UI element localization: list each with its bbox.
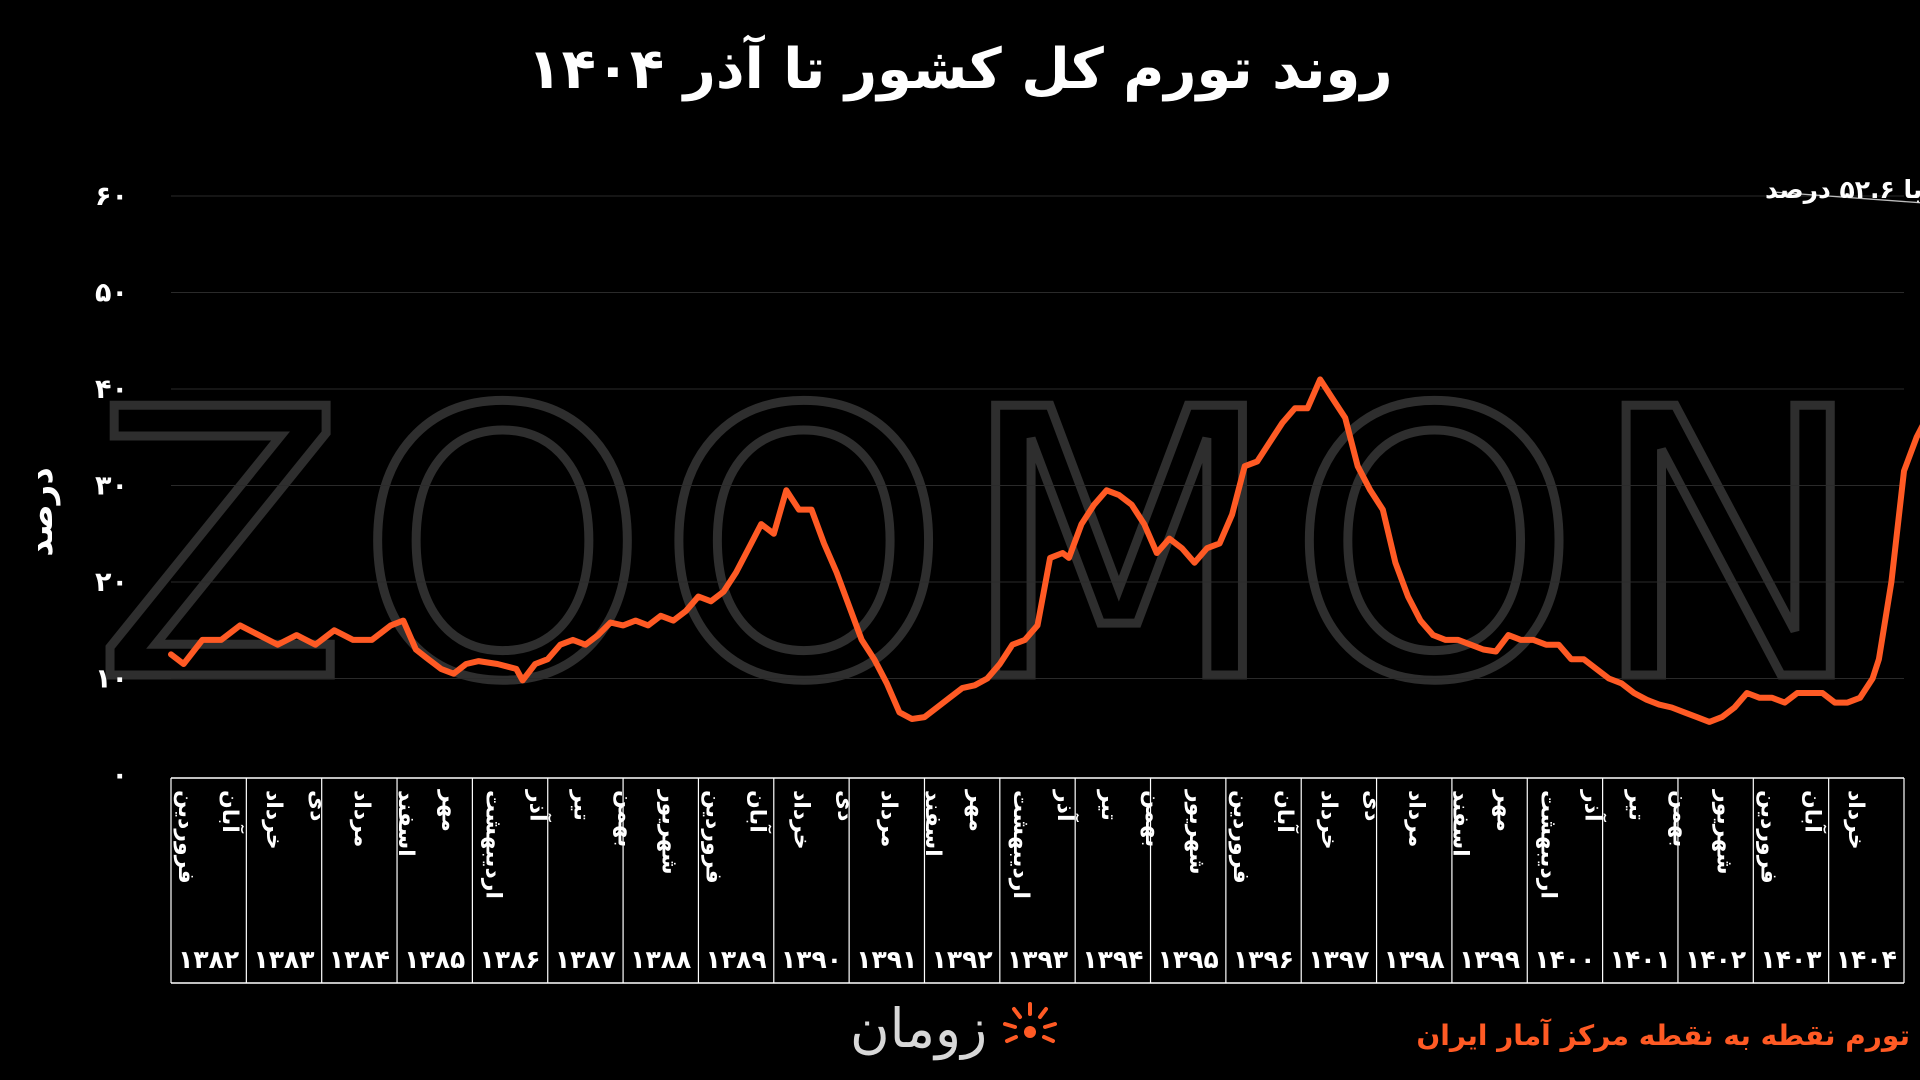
month-label: دی — [305, 790, 330, 821]
inflation-line — [168, 376, 1920, 725]
month-label: تیر — [1623, 789, 1648, 821]
year-label: ۱۴۰۲ — [1685, 945, 1746, 974]
month-label: بهمن — [1667, 790, 1692, 847]
y-tick-label: ۲۰ — [95, 567, 128, 598]
year-label: ۱۳۹۰ — [781, 945, 842, 974]
month-label: شهریور — [1711, 789, 1736, 875]
month-label: دی — [1360, 790, 1385, 821]
month-label: اردیبهشت — [481, 790, 506, 899]
year-label: ۱۳۹۳ — [1007, 945, 1068, 974]
year-label: ۱۳۹۹ — [1459, 945, 1520, 974]
y-tick-label: ۰ — [112, 760, 128, 791]
x-axis: ۱۳۸۲ ۱۳۸۳ ۱۳۸۴ ۱۳۸۵ ۱۳۸۶ ۱۳۸۷ ۱۳۸۸ ۱۳۸۹ ۱۳۹۰ ۱۳۹۱… — [170, 777, 1905, 984]
year-label: ۱۳۹۸ — [1384, 945, 1445, 974]
month-label: آبان — [1799, 790, 1827, 833]
month-label: اردیبهشت — [1536, 790, 1561, 899]
month-label: آبان — [217, 790, 245, 833]
year-label: ۱۳۹۵ — [1158, 945, 1219, 974]
month-label: دی — [832, 790, 857, 821]
year-label: ۱۳۹۱ — [856, 945, 917, 974]
y-tick-label: ۴۰ — [95, 374, 128, 405]
month-label: اسفند — [920, 790, 945, 857]
y-tick-label: ۵۰ — [95, 278, 128, 309]
month-label: خرداد — [261, 790, 286, 850]
year-label: ۱۴۰۰ — [1534, 945, 1595, 974]
year-label: ۱۳۸۵ — [404, 945, 465, 974]
month-label: اسفند — [393, 790, 418, 857]
month-label: آبان — [744, 790, 772, 833]
year-label: ۱۴۰۴ — [1836, 945, 1897, 974]
y-tick-label: ۳۰ — [95, 471, 128, 502]
sun-burst-icon — [1003, 1001, 1058, 1043]
month-label: مرداد — [876, 790, 901, 847]
year-label: ۱۳۹۶ — [1233, 945, 1294, 974]
year-label: ۱۳۸۳ — [253, 945, 314, 974]
y-tick-label: ۱۰ — [95, 664, 128, 695]
month-label: خرداد — [788, 790, 813, 850]
year-label: ۱۳۸۲ — [178, 945, 239, 974]
year-label: ۱۳۸۶ — [480, 945, 541, 974]
year-label: ۱۳۹۷ — [1308, 945, 1369, 974]
month-label: فروردین — [1755, 790, 1780, 884]
year-label: ۱۳۹۴ — [1082, 945, 1143, 974]
year-label: ۱۳۹۲ — [932, 945, 993, 974]
year-label: ۱۳۸۹ — [706, 945, 767, 974]
month-label: مهر — [964, 789, 989, 832]
year-label: ۱۴۰۳ — [1760, 945, 1821, 974]
y-tick-label: ۶۰ — [95, 181, 128, 212]
logo: زومان — [850, 997, 1059, 1060]
month-label: تیر — [1096, 789, 1121, 821]
year-label: ۱۳۸۷ — [555, 945, 616, 974]
watermark: ZOOMON — [93, 333, 1876, 763]
month-label: فروردین — [173, 790, 198, 884]
month-label: تیر — [569, 789, 594, 821]
month-label: آذر — [1579, 789, 1607, 822]
year-label: ۱۳۸۴ — [329, 945, 390, 974]
source-note: تورم نقطه به نقطه مرکز آمار ایران — [1416, 1019, 1910, 1052]
month-label: شهریور — [1184, 789, 1209, 875]
month-label: آذر — [525, 789, 553, 822]
month-label: خرداد — [1843, 790, 1868, 850]
month-label: مهر — [1492, 789, 1517, 832]
month-label: آبان — [1272, 790, 1300, 833]
month-label: خرداد — [1316, 790, 1341, 850]
month-label: فروردین — [700, 790, 725, 884]
y-axis: ۰ ۱۰ ۲۰ ۳۰ ۴۰ ۵۰ ۶۰ — [95, 181, 128, 791]
month-label: مرداد — [349, 790, 374, 847]
month-label: بهمن — [613, 790, 638, 847]
year-label: ۱۳۸۸ — [630, 945, 691, 974]
month-label: مرداد — [1404, 790, 1429, 847]
month-label: بهمن — [1140, 790, 1165, 847]
y-axis-label: درصد — [21, 467, 61, 557]
logo-text: زومان — [850, 997, 988, 1060]
annotation-label: تورم آذر ۱۴۰۴ برابر با ۵۲.۶ درصد — [1765, 174, 1920, 205]
month-label: فروردین — [1228, 790, 1253, 884]
month-label: اسفند — [1448, 790, 1473, 857]
month-label: شهریور — [656, 789, 681, 875]
month-label: آذر — [1052, 789, 1080, 822]
month-label: مهر — [437, 789, 462, 832]
year-label: ۱۴۰۱ — [1610, 945, 1671, 974]
month-label: اردیبهشت — [1008, 790, 1033, 899]
chart-title: روند تورم کل کشور تا آذر ۱۴۰۴ — [527, 34, 1392, 102]
